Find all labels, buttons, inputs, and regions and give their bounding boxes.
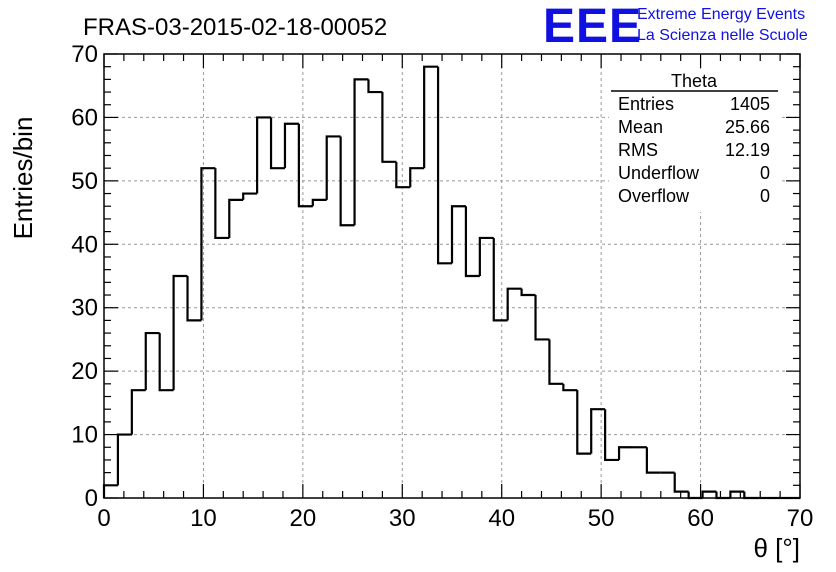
histogram-bin [506, 287, 522, 321]
histogram-bin [242, 192, 258, 200]
histogram-bin [436, 66, 452, 265]
x-tick-label: 20 [290, 505, 317, 532]
axis-ticks [103, 53, 801, 499]
histogram-bin [520, 288, 536, 297]
histogram-bin [381, 92, 397, 163]
y-axis-label: Entries/bin [8, 117, 38, 240]
histogram-bin [256, 116, 272, 194]
x-tick-label: 50 [588, 505, 615, 532]
histogram-bin [325, 135, 341, 200]
plot-frame [103, 53, 801, 499]
y-tick-labels: 0 10 20 30 40 50 60 70 [71, 41, 98, 512]
histogram-bin [116, 433, 132, 486]
histogram-bin [395, 161, 411, 189]
histogram-bin [409, 167, 425, 188]
histogram-bin [311, 198, 327, 207]
histogram-bin [492, 237, 508, 322]
stats-label: Underflow [618, 163, 700, 183]
eee-logo: EEE Extreme Energy Events La Scienza nel… [543, 0, 808, 53]
eee-logo-mark: EEE [543, 0, 642, 53]
histogram-bin [562, 383, 578, 392]
histogram-bin [172, 274, 188, 391]
histogram-bin [186, 276, 202, 322]
histogram-bin [450, 205, 466, 264]
x-tick-label: 10 [190, 505, 217, 532]
y-tick-label: 30 [71, 295, 98, 322]
stats-box-background [609, 70, 780, 212]
histogram-bin [158, 333, 174, 392]
histogram-bin [464, 206, 480, 278]
y-tick-label: 40 [71, 231, 98, 258]
y-tick-label: 50 [71, 168, 98, 195]
histogram-bin [478, 236, 494, 276]
stats-rows: Entries 1405 Mean 25.66 RMS 12.19 Underflow 0 Ov… [618, 94, 770, 206]
histogram-bin [729, 490, 745, 498]
stats-label: Overflow [618, 186, 690, 206]
histogram-bin [269, 117, 285, 170]
histogram-bin [339, 136, 355, 227]
stats-label: Entries [618, 94, 674, 114]
histogram-bin [548, 339, 564, 385]
histogram-bin [130, 389, 146, 435]
y-tick-label: 0 [85, 485, 98, 512]
y-tick-label: 70 [71, 41, 98, 68]
y-tick-label: 20 [71, 358, 98, 385]
chart-title: FRAS-03-2015-02-18-00052 [83, 14, 387, 41]
x-axis-label: θ [°] [753, 533, 800, 563]
histogram-bin [617, 446, 633, 460]
histogram-bin [283, 122, 299, 169]
histogram-bin [353, 78, 369, 226]
histogram-bin [144, 331, 160, 391]
histogram-bars [102, 65, 800, 500]
histogram-bin [701, 490, 717, 498]
histogram-bin [743, 491, 759, 500]
histogram-bin [590, 408, 606, 454]
histogram-bin [673, 472, 689, 493]
histogram-bin [367, 79, 383, 94]
histogram-bin [297, 123, 313, 208]
x-tick-label: 70 [787, 505, 814, 532]
histogram-bin [102, 484, 118, 498]
stats-label: Mean [618, 117, 663, 137]
stats-value: 25.66 [725, 117, 770, 137]
histogram-bin [576, 390, 592, 455]
x-tick-label: 60 [687, 505, 714, 532]
stats-value: 12.19 [725, 140, 770, 160]
histogram-bin [604, 409, 620, 462]
histogram-bin [228, 198, 244, 238]
histogram-bin [645, 447, 661, 474]
x-tick-label: 30 [389, 505, 416, 532]
logo-line-1: Extreme Energy Events [637, 6, 805, 23]
stats-value: 0 [760, 186, 770, 206]
stats-label: RMS [618, 140, 658, 160]
y-tick-label: 10 [71, 422, 98, 449]
stats-value: 0 [760, 163, 770, 183]
x-tick-label: 40 [488, 505, 515, 532]
histogram-bin [715, 491, 731, 500]
stats-title: Theta [671, 71, 718, 91]
histogram-bin [214, 168, 230, 240]
x-tick-label: 0 [97, 505, 110, 532]
stats-value: 1405 [730, 94, 770, 114]
histogram-bin [200, 167, 216, 321]
logo-line-2: La Scienza nelle Scuole [637, 27, 808, 44]
histogram-bin [423, 65, 439, 169]
y-tick-label: 60 [71, 104, 98, 131]
stats-box: Theta Entries 1405 Mean 25.66 RMS 12.19 Underf… [609, 70, 780, 212]
histogram-bin [534, 295, 550, 341]
x-tick-labels: 0 10 20 30 40 50 60 70 [97, 505, 813, 532]
